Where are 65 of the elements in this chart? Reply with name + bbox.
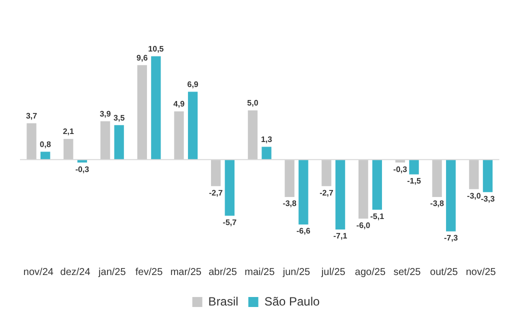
data-label: 6,9 [187,80,199,89]
data-label: -7,1 [333,232,348,241]
legend-label: São Paulo [264,294,320,308]
data-label: -3,8 [430,199,444,208]
bar [298,160,308,225]
data-label: -6,6 [296,226,311,236]
x-tick-label: jul/25 [320,266,346,278]
data-label: 3,7 [26,111,38,120]
bar [174,111,184,160]
x-tick-label: out/25 [430,266,458,278]
x-tick-label: nov/24 [23,266,54,278]
legend-label: Brasil [208,294,238,308]
bar [151,56,161,160]
bar [188,92,198,160]
data-label: 4,9 [173,100,186,109]
data-label: -0,3 [75,164,90,174]
bar [248,110,258,160]
x-tick-label: ago/25 [354,266,386,278]
data-label: 2,1 [62,127,74,136]
data-label: -6,0 [356,220,371,230]
x-tick-label: set/25 [393,266,422,278]
data-label: 3,5 [114,113,126,122]
data-label: -5,1 [370,212,385,221]
bar [26,123,36,160]
data-label: -7,3 [444,234,458,243]
bar [469,160,479,190]
data-label: -2,7 [320,188,334,198]
bar [284,160,294,197]
data-label: -0,3 [393,164,408,174]
bar [137,65,147,160]
bar [372,160,382,210]
bar [224,160,235,216]
bar [262,146,272,160]
data-label: 0,8 [40,140,52,149]
bar [358,160,368,219]
bar [432,160,442,197]
x-tick-label: mai/25 [244,266,276,278]
bar [40,152,50,160]
bar [322,160,332,186]
x-tick-label: fev/25 [135,266,164,278]
x-tick-label: abr/25 [208,266,238,278]
x-tick-label: nov/25 [466,266,496,278]
bar [446,160,456,232]
bar [114,125,124,160]
x-tick-label: jan/25 [98,266,126,278]
data-label: -2,7 [208,188,224,198]
bar [409,160,419,174]
data-label: 1,3 [260,135,273,144]
bar [211,160,221,186]
bar [100,121,110,160]
data-label: -1,5 [407,176,422,186]
data-label: -5,7 [222,218,238,227]
x-tick-label: dez/24 [60,266,91,278]
bar [482,160,493,192]
data-label: 3,9 [100,109,112,118]
data-label: 9,6 [136,53,148,62]
bar [64,138,74,160]
bar [335,160,346,230]
data-label: 10,5 [148,44,164,54]
data-label: -3,8 [282,199,298,208]
x-tick-label: jun/25 [282,266,311,278]
x-tick-label: mar/25 [170,266,202,278]
data-label: -3,3 [480,194,496,204]
data-label: 5,0 [247,98,259,108]
data-label: -3,0 [467,191,482,200]
